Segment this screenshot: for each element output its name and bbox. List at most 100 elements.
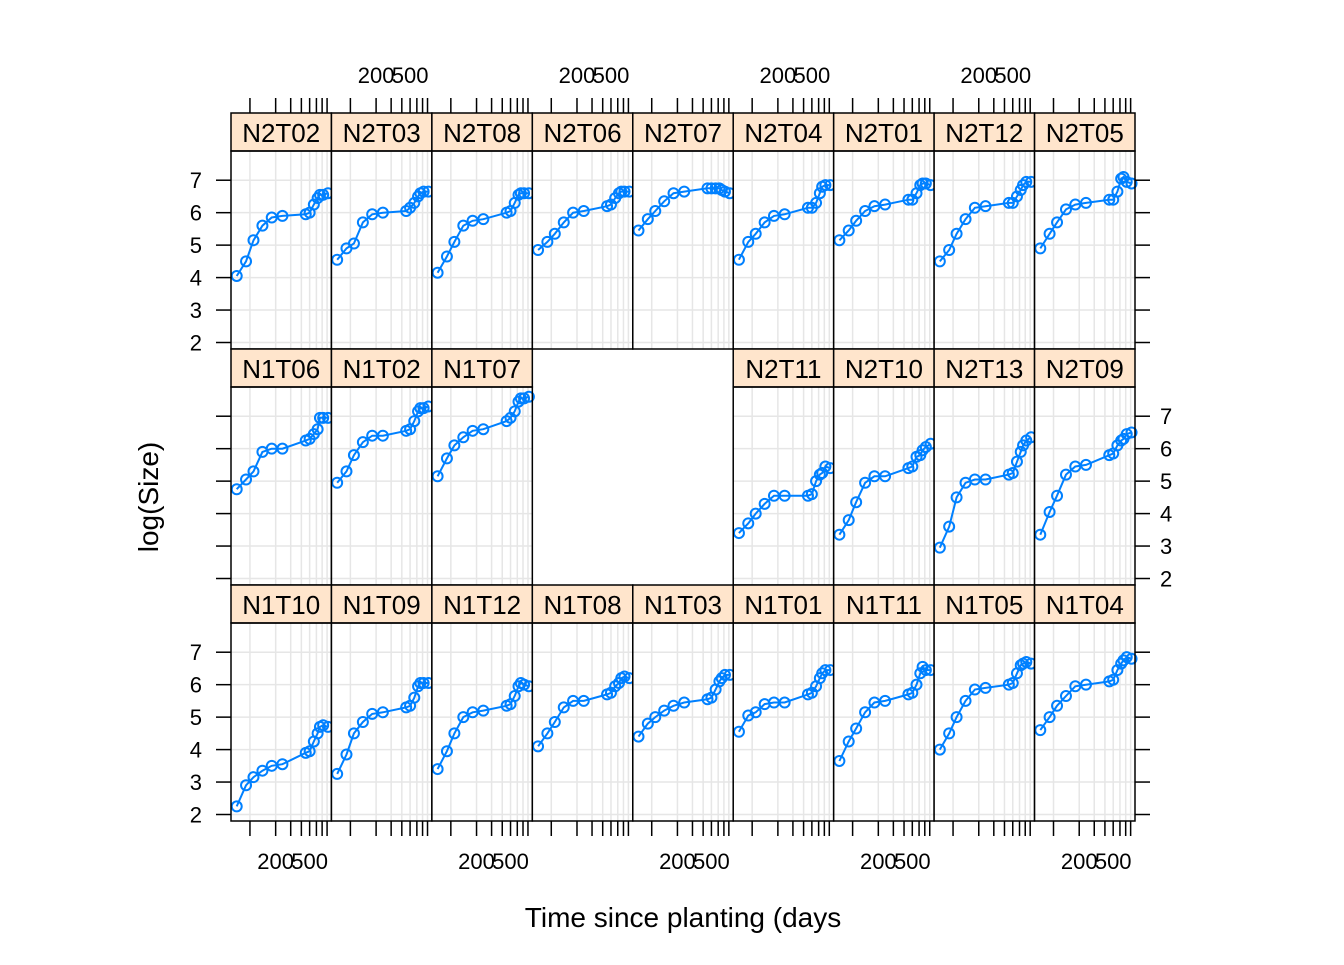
y-tick-label: 7	[190, 168, 202, 193]
data-point	[749, 507, 762, 520]
strip-n1t02	[330, 348, 433, 388]
strip-n2t08	[431, 112, 534, 152]
y-axis-title: log(Size)	[133, 442, 164, 552]
strip-label: N1T04	[1046, 590, 1124, 620]
data-point	[778, 208, 791, 221]
data-point	[340, 748, 353, 761]
strip-n1t12	[431, 584, 534, 624]
data-point	[742, 517, 755, 530]
x-tick-label: 200	[1061, 849, 1098, 874]
data-point	[1051, 489, 1064, 502]
data-point	[240, 779, 253, 792]
data-point	[340, 465, 353, 478]
data-point	[979, 200, 992, 213]
data-point	[1043, 227, 1056, 240]
data-point	[256, 219, 269, 232]
data-point	[813, 468, 826, 481]
x-tick-label: 200	[760, 63, 797, 88]
x-axis-title: Time since planting (days	[525, 902, 841, 933]
strip-label: N2T11	[745, 354, 821, 384]
data-point	[577, 205, 590, 218]
strip-label: N1T01	[744, 590, 822, 620]
data-point	[440, 745, 453, 758]
strip-n1t03	[632, 584, 734, 624]
data-point	[919, 664, 932, 677]
data-point	[1020, 175, 1033, 188]
data-point	[1043, 505, 1056, 518]
y-tick-label: 4	[1160, 502, 1172, 527]
data-point	[376, 706, 389, 719]
data-point	[859, 476, 872, 489]
panel-n2t04: N2T04	[732, 112, 837, 350]
panel-background	[331, 151, 432, 349]
data-point	[1059, 203, 1072, 216]
data-point	[950, 491, 963, 504]
panel-n1t10: N1T10	[230, 584, 334, 822]
data-point	[1107, 673, 1120, 686]
data-point	[376, 206, 389, 219]
data-point	[850, 496, 863, 509]
x-tick-label: 200	[960, 63, 997, 88]
data-point	[1043, 711, 1056, 724]
data-point	[448, 439, 461, 452]
panel-frame	[1033, 622, 1136, 822]
panel-n1t02: N1T02	[330, 348, 435, 586]
data-point	[1125, 177, 1138, 190]
data-point	[1059, 468, 1072, 481]
panel-n1t11: N1T11	[832, 584, 937, 822]
data-point	[1051, 216, 1064, 229]
strip-n2t06	[531, 112, 634, 152]
strip-n1t07	[431, 348, 534, 388]
strip-n1t04	[1033, 584, 1136, 624]
panel-n2t01: N2T01	[832, 112, 937, 350]
data-point	[247, 465, 260, 478]
data-point	[778, 696, 791, 709]
data-point	[1051, 699, 1064, 712]
y-tick-label: 7	[190, 640, 202, 665]
data-point	[247, 234, 260, 247]
data-point	[303, 745, 316, 758]
data-point	[440, 250, 453, 263]
strip-label: N2T06	[544, 118, 622, 148]
y-tick-label: 3	[1160, 534, 1172, 559]
strip-label: N2T12	[945, 118, 1023, 148]
panel-background	[532, 151, 633, 349]
y-tick-label: 3	[190, 298, 202, 323]
y-tick-label: 3	[190, 770, 202, 795]
panel-n2t06: N2T06	[531, 112, 636, 350]
data-point	[518, 187, 531, 200]
panel-background	[934, 623, 1035, 821]
data-point	[859, 205, 872, 218]
data-point	[508, 405, 521, 418]
strip-label: N1T05	[945, 590, 1023, 620]
data-point	[317, 411, 330, 424]
panel-n2t03: N2T03	[330, 112, 435, 350]
data-point	[810, 196, 823, 209]
data-point	[347, 449, 360, 462]
data-point	[457, 711, 470, 724]
data-point	[641, 213, 654, 226]
data-point	[457, 219, 470, 232]
x-tick-label: 200	[358, 63, 395, 88]
data-point	[477, 704, 490, 717]
x-tick-label: 500	[1095, 849, 1132, 874]
data-point	[859, 706, 872, 719]
data-point	[850, 722, 863, 735]
strip-label: N2T13	[945, 354, 1023, 384]
strip-n2t10	[832, 348, 935, 388]
panel-n1t12: N1T12	[431, 584, 535, 822]
data-point	[1079, 458, 1092, 471]
strip-n2t11	[732, 348, 835, 388]
data-point	[819, 179, 832, 192]
y-tick-label: 2	[190, 331, 202, 356]
data-point	[457, 431, 470, 444]
y-tick-label: 4	[190, 738, 202, 763]
data-point	[256, 764, 269, 777]
panel-n1t01: N1T01	[732, 584, 837, 822]
panel-background	[231, 623, 332, 821]
data-point	[758, 497, 771, 510]
data-point	[541, 727, 554, 740]
